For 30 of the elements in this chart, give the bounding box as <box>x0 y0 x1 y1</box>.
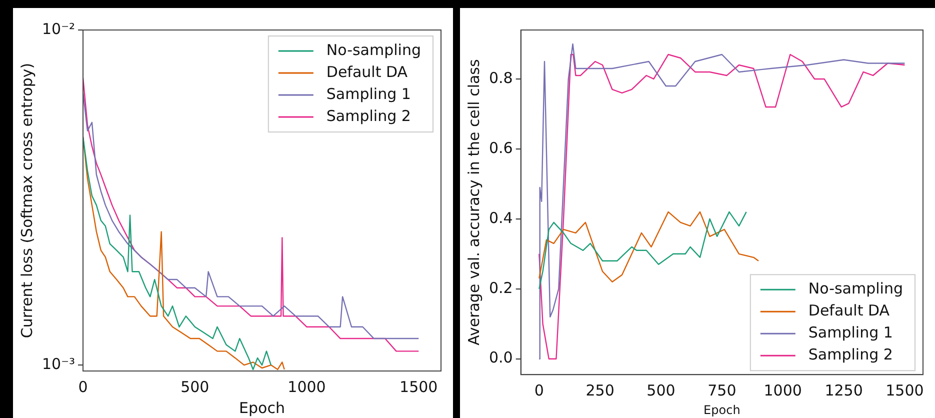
y-tick-label: 0.8 <box>488 68 513 87</box>
x-tick-label: 250 <box>586 381 614 400</box>
x-tick-label: 1250 <box>824 381 863 400</box>
legend-label: Sampling 2 <box>326 106 411 125</box>
x-axis-title: Epoch <box>704 402 740 417</box>
y-axis-title: Average val. accuracy in the cell class <box>464 59 483 346</box>
x-tick-label: 0 <box>78 378 88 396</box>
x-tick-label: 500 <box>646 381 676 400</box>
legend-label: No-sampling <box>808 279 903 298</box>
x-tick-label: 0 <box>534 381 544 400</box>
x-tick-label: 500 <box>180 378 210 396</box>
x-tick-label: 750 <box>708 381 736 400</box>
legend-label: No-sampling <box>326 40 421 59</box>
x-tick-label: 1000 <box>288 378 326 396</box>
legend-label: Default DA <box>808 301 890 320</box>
legend-label: Default DA <box>326 62 408 81</box>
legend-label: Sampling 1 <box>808 323 893 342</box>
legend-label: Sampling 1 <box>326 84 411 103</box>
y-axis-title: Current loss (Softmax cross entropy) <box>18 62 36 338</box>
legend-label: Sampling 2 <box>808 345 893 364</box>
y-tick-label: 0.0 <box>488 348 513 367</box>
y-tick-label: 0.2 <box>488 278 513 297</box>
x-tick-label: 1000 <box>764 381 802 400</box>
y-tick-label: 0.6 <box>488 138 513 157</box>
x-axis-title: Epoch <box>239 398 285 417</box>
y-tick-label: 10⁻² <box>42 20 76 38</box>
y-tick-label: 0.4 <box>488 208 513 227</box>
x-tick-label: 1500 <box>400 378 438 396</box>
x-tick-label: 1500 <box>886 381 924 400</box>
y-tick-label: 10⁻³ <box>42 354 76 373</box>
